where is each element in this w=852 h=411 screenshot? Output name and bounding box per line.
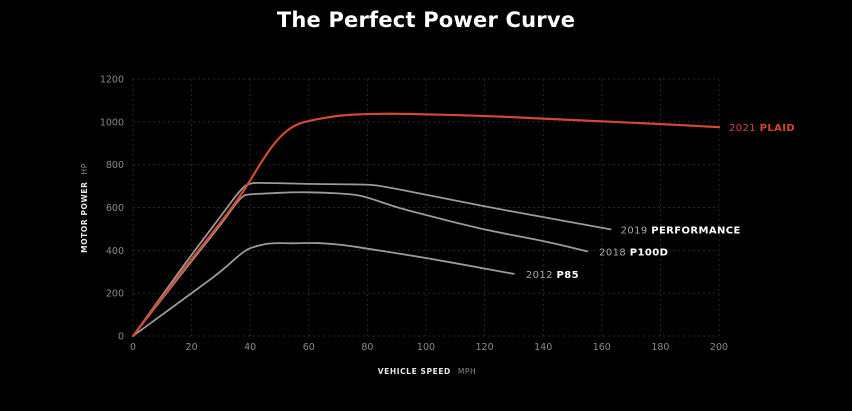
y-axis-ticks: 0 200 400 600 800 1000 1200 — [100, 75, 124, 343]
x-tick-label: 80 — [361, 342, 373, 353]
series-label-2019-performance: 2019 PERFORMANCE — [621, 225, 741, 236]
x-tick-label: 0 — [130, 342, 136, 353]
series-line-2019-performance — [132, 181, 612, 337]
y-axis-unit: HP — [80, 163, 89, 174]
x-axis-unit: MPH — [458, 367, 476, 376]
x-tick-label: 120 — [476, 342, 494, 353]
x-axis-title: VEHICLE SPEED MPH — [378, 367, 477, 376]
y-axis-label: MOTOR POWER — [80, 181, 89, 252]
y-tick-label: 1000 — [100, 117, 124, 128]
x-tick-label: 20 — [186, 342, 198, 353]
y-tick-label: 600 — [106, 203, 124, 214]
series-label-2021-plaid: 2021 PLAID — [729, 123, 795, 134]
series-line-2012-p85 — [132, 242, 515, 337]
x-tick-label: 160 — [593, 342, 611, 353]
series-line-2021-plaid — [131, 112, 721, 338]
x-tick-label: 60 — [303, 342, 315, 353]
y-tick-label: 400 — [106, 246, 124, 257]
y-tick-label: 1200 — [100, 75, 124, 86]
series-label-2012-p85: 2012 P85 — [526, 270, 579, 281]
series-label-2018-p100d: 2018 P100D — [599, 247, 668, 258]
chart-title: The Perfect Power Curve — [276, 8, 576, 32]
y-tick-label: 800 — [106, 160, 124, 171]
x-tick-label: 200 — [710, 342, 728, 353]
series-lines — [131, 112, 721, 338]
y-axis-title: MOTOR POWER HP — [80, 163, 89, 253]
grid-lines — [132, 78, 720, 337]
x-tick-label: 180 — [651, 342, 669, 353]
series-line-2018-p100d — [132, 191, 589, 337]
y-tick-label: 200 — [106, 289, 124, 300]
x-tick-label: 140 — [534, 342, 552, 353]
y-tick-label: 0 — [118, 332, 124, 343]
x-axis-ticks: 0 20 40 60 80 100 120 140 160 180 200 — [130, 342, 728, 353]
series-labels: 2019 PERFORMANCE 2018 P100D 2012 P85 2021 P… — [526, 123, 795, 281]
x-axis-label: VEHICLE SPEED — [378, 367, 451, 376]
x-tick-label: 100 — [417, 342, 435, 353]
x-tick-label: 40 — [244, 342, 256, 353]
